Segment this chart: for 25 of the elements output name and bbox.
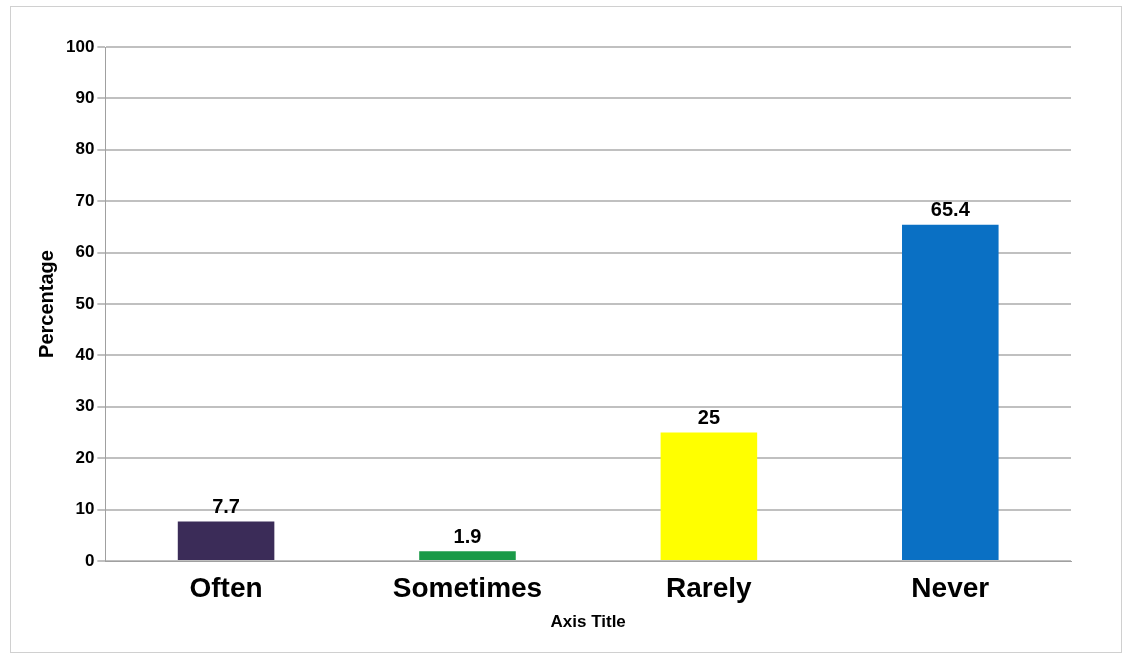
- y-tick-label: 100: [65, 36, 95, 56]
- data-label: 65.4: [930, 198, 971, 221]
- y-tick-label: 80: [75, 139, 95, 159]
- y-tick-label: 50: [75, 293, 95, 313]
- y-tick-label: 10: [75, 499, 95, 519]
- bar: [177, 521, 275, 560]
- bar: [902, 224, 999, 560]
- y-tick-label: 60: [75, 242, 95, 262]
- y-tick-label: 20: [75, 447, 95, 467]
- data-label: 1.9: [453, 524, 482, 547]
- y-tick-label: 30: [75, 396, 95, 416]
- y-tick-label: 40: [75, 345, 95, 365]
- y-tick-label: 70: [75, 190, 95, 210]
- x-axis-title: Axis Title: [550, 612, 626, 632]
- data-label: 25: [697, 406, 721, 429]
- x-tick-label: Rarely: [666, 571, 753, 603]
- x-tick-label: Never: [911, 571, 990, 603]
- y-tick-label: 90: [75, 88, 95, 108]
- bar: [419, 551, 516, 560]
- bar: [660, 432, 758, 560]
- x-tick-label: Often: [189, 571, 263, 603]
- x-tick-label: Sometimes: [392, 571, 543, 603]
- y-tick-label: 0: [84, 550, 95, 570]
- data-label: 7.7: [212, 494, 240, 517]
- y-axis-title: Percentage: [34, 250, 57, 358]
